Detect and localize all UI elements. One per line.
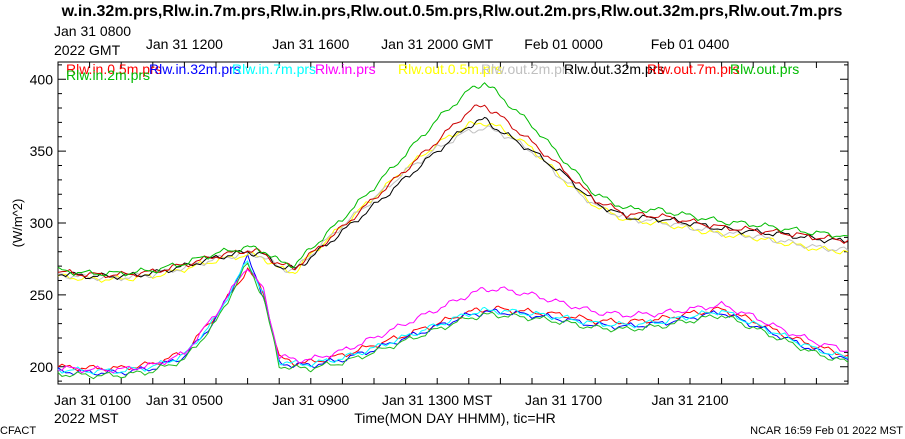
- x-tick-label-top: Jan 31 1600: [272, 36, 349, 52]
- y-tick-label: 350: [30, 143, 54, 159]
- series-line-rlw-out-7m-prs: [57, 104, 849, 279]
- series-line-rlw-out-0-5m-prs: [57, 120, 849, 283]
- x-tick-label-bottom: Jan 31 2100: [651, 392, 728, 408]
- y-tick-label: 400: [30, 71, 54, 87]
- x-tick-label-top: Jan 31 2000 GMT: [381, 36, 494, 52]
- legend-entry: Rlw.out.2m.prs: [481, 61, 574, 77]
- x-tick-label-bottom: Jan 31 0500: [146, 392, 223, 408]
- x-tick-label-bottom: Jan 31 1700: [525, 392, 602, 408]
- top-year-label: 2022 GMT: [54, 42, 121, 58]
- x-tick-label-bottom: Jan 31 1300 MST: [382, 392, 493, 408]
- y-tick-label: 250: [30, 287, 54, 303]
- series-line-rlw-in-2m-prs: [57, 262, 849, 380]
- x-axis-label: Time(MON DAY HHMM), tic=HR: [354, 410, 556, 426]
- legend-entry: Rlw.in.7m.prs: [232, 61, 316, 77]
- x-tick-label-top: Jan 31 0800: [54, 23, 131, 39]
- series-line-rlw-out-prs: [57, 82, 849, 277]
- x-tick-label-top: Jan 31 1200: [146, 36, 223, 52]
- bottom-year-label: 2022 MST: [54, 410, 119, 426]
- legend-entry: Rlw.out.0.5m.prs: [398, 61, 502, 77]
- y-tick-label: 300: [30, 215, 54, 231]
- top-axis-labels: 2022 GMT: [54, 42, 121, 58]
- y-axis-label: (W/m^2): [10, 199, 25, 248]
- legend-entry: Rlw.in.prs: [315, 61, 376, 77]
- footer-right: NCAR 16:59 Feb 01 2022 MST: [750, 425, 903, 437]
- legend-entry: Rlw.in.0.5m.prs: [66, 61, 162, 77]
- chart-title: w.in.32m.prs,Rlw.in.7m.prs,Rlw.in.prs,Rl…: [61, 3, 843, 20]
- x-tick-label-bottom: Jan 31 0100: [54, 392, 131, 408]
- x-tick-label-top: Feb 01 0400: [651, 36, 730, 52]
- legend-entry: Rlw.out.prs: [730, 61, 799, 77]
- legend-entry: Rlw.out.32m.prs: [564, 61, 664, 77]
- legend-entry: Rlw.in.32m.prs: [149, 61, 241, 77]
- legend-entry: Rlw.out.7m.prs: [647, 61, 740, 77]
- x-tick-label-bottom: Jan 31 0900: [272, 392, 349, 408]
- x-tick-label-top: Feb 01 0000: [524, 36, 603, 52]
- series-line-rlw-in-prs: [57, 268, 849, 374]
- series-line-rlw-in-7m-prs: [57, 260, 849, 375]
- footer-left: CFACT: [0, 425, 36, 437]
- plot-frame: [57, 61, 849, 385]
- series-line-rlw-out-2m-prs: [57, 125, 849, 282]
- legend-entry: Rlw.in.2m.prs: [66, 67, 150, 83]
- y-tick-label: 200: [30, 359, 54, 375]
